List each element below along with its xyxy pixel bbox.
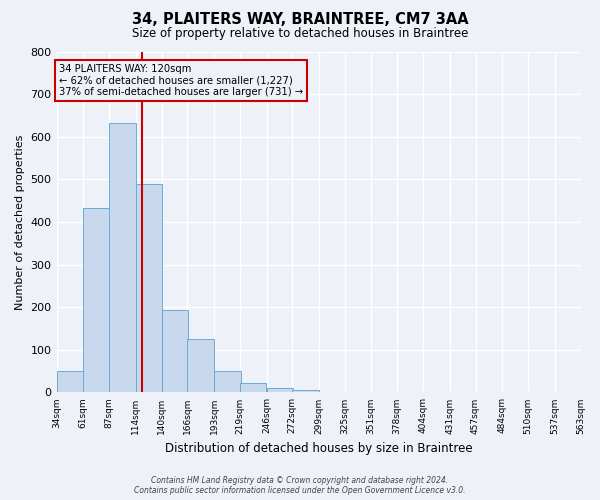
Bar (292, 390, 319, 392)
X-axis label: Distribution of detached houses by size in Braintree: Distribution of detached houses by size … (165, 442, 472, 455)
Bar (240, 382, 266, 392)
Bar (187, 338, 214, 392)
Bar (161, 310, 188, 392)
Bar (266, 388, 293, 392)
Bar (109, 122, 136, 392)
Text: Size of property relative to detached houses in Braintree: Size of property relative to detached ho… (132, 28, 468, 40)
Bar (136, 184, 163, 392)
Bar (214, 371, 241, 392)
Y-axis label: Number of detached properties: Number of detached properties (15, 134, 25, 310)
Bar (56, 371, 83, 392)
Text: 34, PLAITERS WAY, BRAINTREE, CM7 3AA: 34, PLAITERS WAY, BRAINTREE, CM7 3AA (131, 12, 469, 28)
Text: 34 PLAITERS WAY: 120sqm
← 62% of detached houses are smaller (1,227)
37% of semi: 34 PLAITERS WAY: 120sqm ← 62% of detache… (59, 64, 302, 98)
Bar (83, 208, 110, 392)
Text: Contains HM Land Registry data © Crown copyright and database right 2024.
Contai: Contains HM Land Registry data © Crown c… (134, 476, 466, 495)
